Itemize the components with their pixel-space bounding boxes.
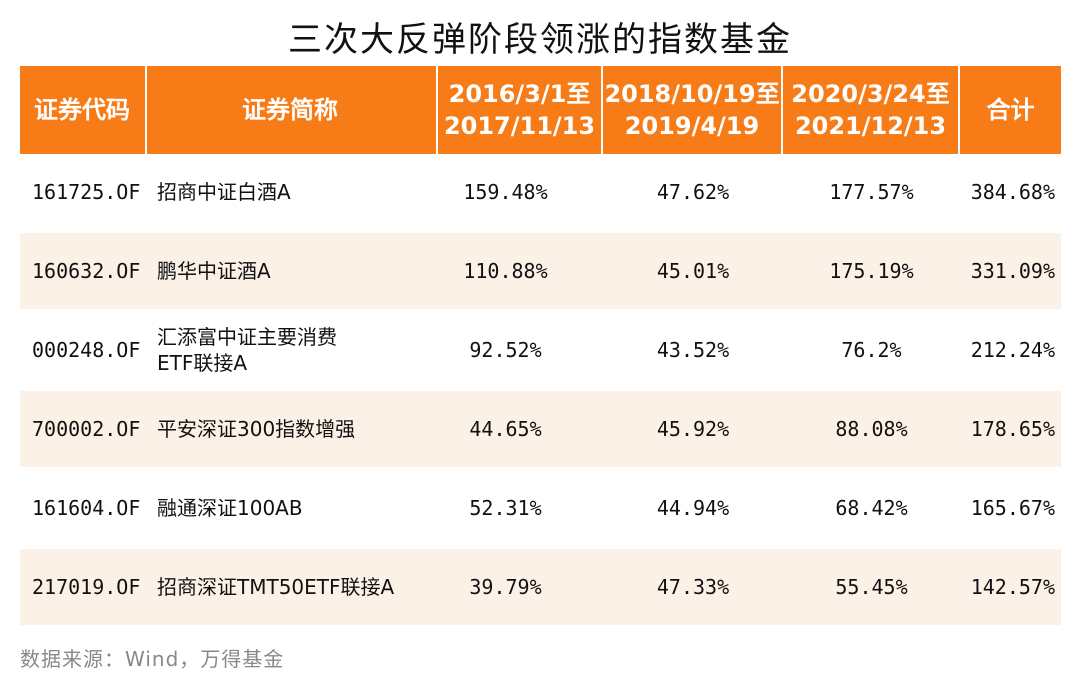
cell-period-1: 159.48% [438, 154, 603, 233]
cell-name: 平安深证300指数增强 [147, 391, 438, 470]
header-period-2-line1: 2018/10/19至 [604, 80, 780, 108]
cell-period-3: 88.08% [783, 391, 960, 470]
cell-name-line2: ETF联接A [157, 351, 248, 375]
cell-period-1: 52.31% [438, 470, 603, 549]
table-row: 161725.OF 招商中证白酒A 159.48% 47.62% 177.57%… [20, 154, 1061, 233]
cell-total: 212.24% [960, 312, 1061, 391]
cell-period-3: 175.19% [783, 233, 960, 312]
header-code: 证券代码 [20, 66, 147, 154]
cell-period-1: 110.88% [438, 233, 603, 312]
cell-code: 161604.OF [20, 470, 147, 549]
cell-name-line1: 汇添富中证主要消费 [157, 325, 337, 349]
table-row: 217019.OF 招商深证TMT50ETF联接A 39.79% 47.33% … [20, 549, 1061, 628]
cell-code: 000248.OF [20, 312, 147, 391]
cell-total: 331.09% [960, 233, 1061, 312]
header-name: 证券简称 [147, 66, 438, 154]
table-header-row: 证券代码 证券简称 2016/3/1至 2017/11/13 2018/10/1… [20, 66, 1061, 154]
cell-period-3: 55.45% [783, 549, 960, 628]
table-row: 161604.OF 融通深证100AB 52.31% 44.94% 68.42%… [20, 470, 1061, 549]
cell-total: 178.65% [960, 391, 1061, 470]
header-period-2-line2: 2019/4/19 [624, 112, 760, 140]
cell-period-3: 177.57% [783, 154, 960, 233]
header-period-1: 2016/3/1至 2017/11/13 [438, 66, 603, 154]
cell-period-1: 44.65% [438, 391, 603, 470]
header-period-3-line1: 2020/3/24至 [791, 80, 950, 108]
cell-name: 招商中证白酒A [147, 154, 438, 233]
data-source-note: 数据来源：Wind，万得基金 [20, 647, 285, 671]
cell-code: 161725.OF [20, 154, 147, 233]
page-title: 三次大反弹阶段领涨的指数基金 [288, 20, 792, 60]
cell-period-2: 44.94% [603, 470, 783, 549]
header-period-1-line1: 2016/3/1至 [448, 80, 591, 108]
header-period-1-line2: 2017/11/13 [443, 112, 596, 140]
cell-period-2: 47.33% [603, 549, 783, 628]
header-total: 合计 [960, 66, 1061, 154]
cell-period-2: 45.92% [603, 391, 783, 470]
cell-name: 鹏华中证酒A [147, 233, 438, 312]
cell-period-2: 45.01% [603, 233, 783, 312]
cell-code: 217019.OF [20, 549, 147, 628]
cell-code: 700002.OF [20, 391, 147, 470]
table-row: 000248.OF 汇添富中证主要消费 ETF联接A 92.52% 43.52%… [20, 312, 1061, 391]
table-row: 700002.OF 平安深证300指数增强 44.65% 45.92% 88.0… [20, 391, 1061, 470]
cell-total: 142.57% [960, 549, 1061, 628]
fund-table: 证券代码 证券简称 2016/3/1至 2017/11/13 2018/10/1… [20, 66, 1061, 628]
header-period-3: 2020/3/24至 2021/12/13 [783, 66, 960, 154]
cell-period-3: 76.2% [783, 312, 960, 391]
cell-period-3: 68.42% [783, 470, 960, 549]
table-row: 160632.OF 鹏华中证酒A 110.88% 45.01% 175.19% … [20, 233, 1061, 312]
cell-code: 160632.OF [20, 233, 147, 312]
header-period-3-line2: 2021/12/13 [794, 112, 947, 140]
cell-period-1: 39.79% [438, 549, 603, 628]
cell-period-2: 43.52% [603, 312, 783, 391]
cell-name: 融通深证100AB [147, 470, 438, 549]
cell-period-2: 47.62% [603, 154, 783, 233]
cell-name: 招商深证TMT50ETF联接A [147, 549, 438, 628]
cell-name: 汇添富中证主要消费 ETF联接A [147, 312, 438, 391]
cell-total: 165.67% [960, 470, 1061, 549]
cell-total: 384.68% [960, 154, 1061, 233]
header-period-2: 2018/10/19至 2019/4/19 [603, 66, 783, 154]
cell-period-1: 92.52% [438, 312, 603, 391]
